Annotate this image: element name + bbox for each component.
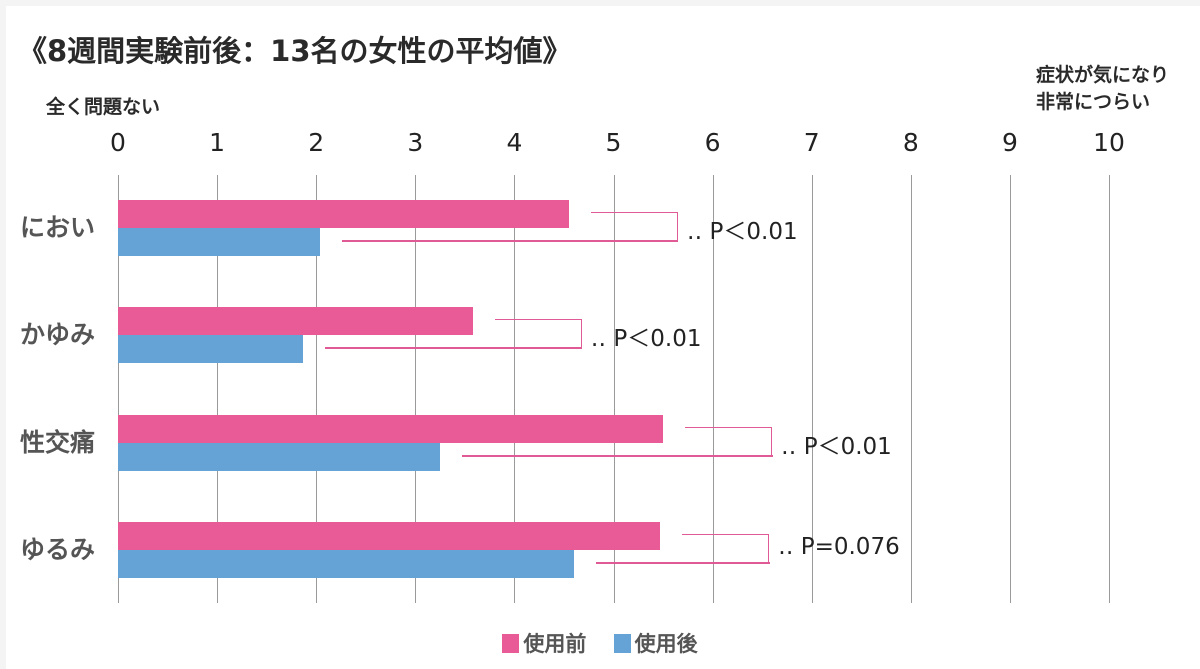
p-value-annotation: ‥ P＜0.01 — [781, 434, 892, 460]
x-tick-label: 8 — [902, 128, 919, 157]
gridline — [812, 175, 813, 603]
x-tick-label: 5 — [605, 128, 622, 157]
x-tick-label: 10 — [1093, 128, 1125, 157]
p-value-annotation: ‥ P＜0.01 — [686, 219, 798, 245]
legend-item-before: 使用前 — [502, 632, 586, 656]
bar-after — [118, 550, 574, 578]
bar-after — [118, 228, 321, 256]
x-tick-label: 6 — [704, 128, 721, 157]
gridline — [316, 175, 317, 603]
gridline — [1109, 175, 1110, 603]
significance-bracket — [494, 319, 582, 348]
legend-label-before: 使用前 — [523, 632, 587, 656]
bar-before — [118, 307, 473, 335]
p-value-annotation: ‥ P＜0.01 — [590, 326, 702, 352]
legend-swatch-before — [502, 634, 520, 653]
significance-bracket-lower — [595, 562, 770, 564]
gridline — [911, 175, 912, 603]
axis-min-label: 全く問題ない — [46, 96, 161, 118]
legend-swatch-after — [613, 634, 631, 653]
gridline — [415, 175, 416, 603]
bar-after — [118, 335, 304, 363]
significance-bracket — [590, 212, 678, 241]
category-label: におい — [20, 213, 96, 242]
legend: 使用前 使用後 — [0, 628, 1200, 658]
legend-label-after: 使用後 — [634, 632, 698, 656]
x-tick-label: 2 — [308, 128, 325, 157]
x-tick-label: 7 — [803, 128, 820, 157]
bar-before — [118, 522, 661, 550]
gridline — [514, 175, 515, 603]
significance-bracket-lower — [462, 455, 773, 457]
legend-item-after: 使用後 — [613, 632, 698, 656]
x-tick-label: 9 — [1001, 128, 1018, 157]
x-tick-label: 1 — [209, 128, 226, 157]
category-label: ゆるみ — [20, 535, 96, 564]
category-label: 性交痛 — [20, 428, 96, 457]
x-tick-label: 0 — [110, 128, 126, 157]
category-label: かゆみ — [20, 320, 96, 349]
axis-max-label: 症状が気になり 非常につらい — [1036, 62, 1169, 116]
gridline — [614, 175, 615, 603]
gridline — [217, 175, 218, 603]
significance-bracket — [685, 427, 773, 456]
x-tick-label: 3 — [407, 128, 424, 157]
significance-bracket-lower — [325, 347, 583, 349]
p-value-annotation: ‥ P=0.076 — [778, 534, 900, 560]
bar-before — [118, 415, 664, 443]
gridline — [118, 175, 119, 603]
significance-bracket-lower — [342, 240, 679, 242]
x-tick-label: 4 — [506, 128, 523, 157]
chart-title: 《8週間実験前後：13名の女性の平均値》 — [18, 34, 572, 68]
gridline — [713, 175, 714, 603]
bar-before — [118, 200, 569, 228]
axis-max-label-line2: 非常につらい — [1036, 91, 1151, 113]
significance-bracket — [682, 534, 770, 563]
gridline — [1010, 175, 1011, 603]
axis-max-label-line1: 症状が気になり — [1036, 64, 1170, 86]
bar-after — [118, 443, 441, 471]
